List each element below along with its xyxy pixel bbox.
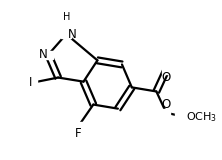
Text: I: I <box>29 76 33 89</box>
Bar <box>162 109 170 117</box>
Bar <box>162 66 170 74</box>
Text: H: H <box>63 12 71 22</box>
Text: OCH$_3$: OCH$_3$ <box>186 110 217 124</box>
Bar <box>74 122 83 130</box>
Bar <box>175 113 193 121</box>
Text: O: O <box>162 98 171 111</box>
Bar <box>44 51 53 59</box>
Text: N: N <box>68 28 76 41</box>
Bar <box>30 79 37 86</box>
Text: O: O <box>162 71 171 84</box>
Bar <box>61 30 71 38</box>
Text: F: F <box>75 127 82 140</box>
Text: N: N <box>39 48 48 61</box>
